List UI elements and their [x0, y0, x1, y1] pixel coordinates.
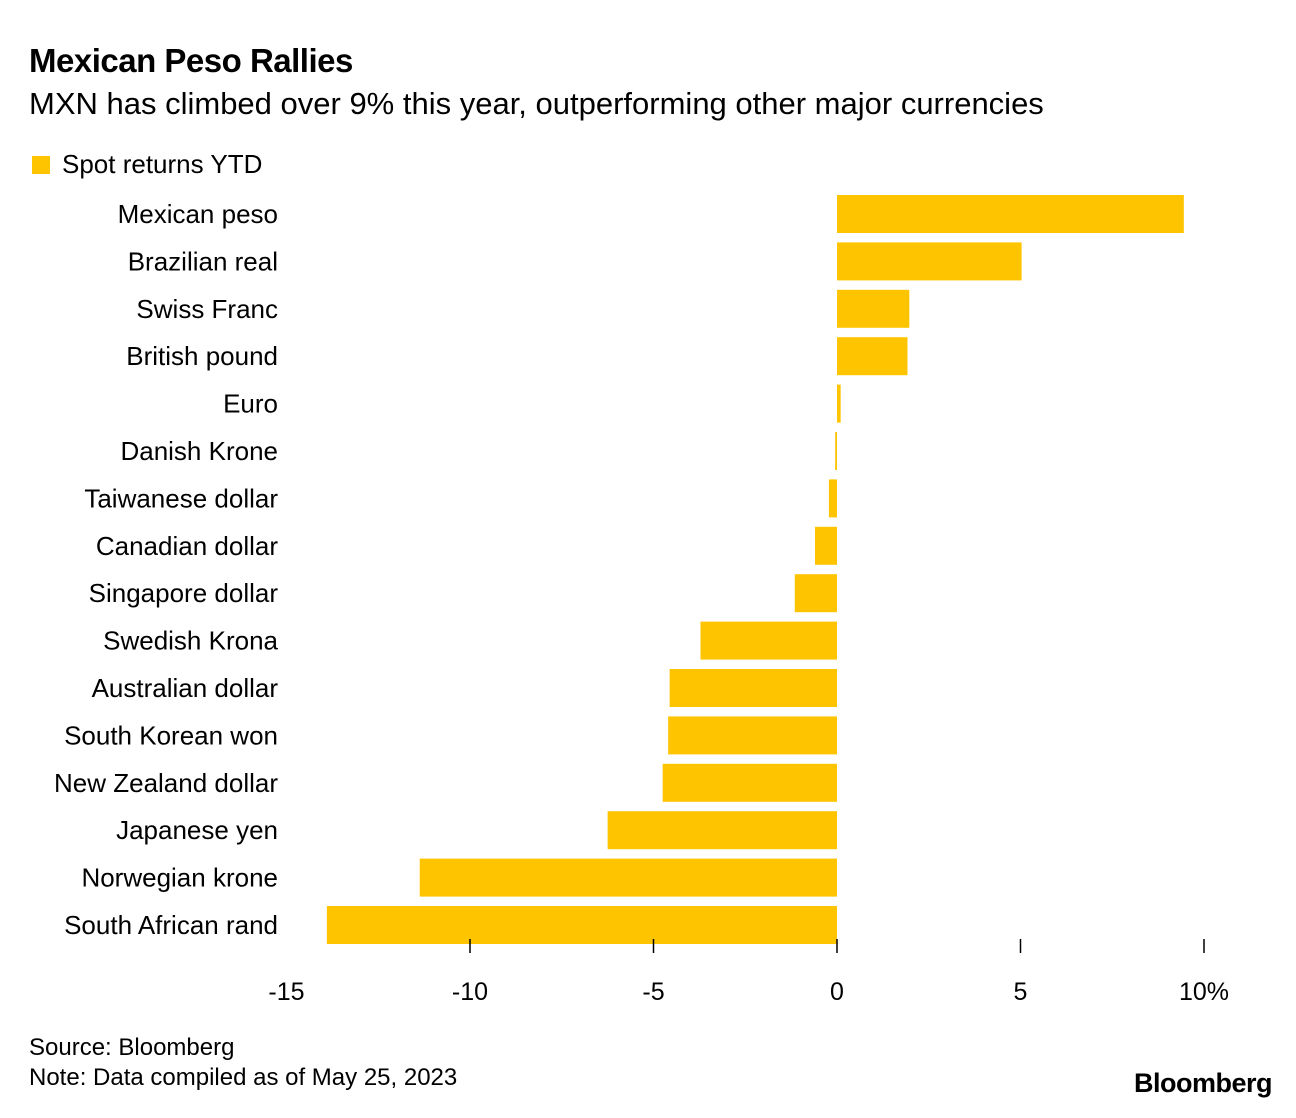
source-note: Source: Bloomberg	[29, 1034, 235, 1061]
category-label: British pound	[126, 341, 278, 371]
bar	[837, 289, 910, 328]
bar	[419, 858, 837, 897]
bar	[814, 526, 837, 565]
category-label: Swiss Franc	[136, 294, 278, 324]
data-note: Note: Data compiled as of May 25, 2023	[29, 1064, 458, 1091]
bar	[835, 432, 837, 470]
bar	[700, 621, 837, 660]
category-label: Mexican peso	[118, 199, 278, 229]
x-tick-label: 5	[1014, 978, 1028, 1006]
category-label: New Zealand dollar	[54, 768, 278, 798]
chart-subtitle: MXN has climbed over 9% this year, outpe…	[29, 86, 1044, 121]
category-label: Singapore dollar	[89, 578, 279, 608]
bar	[794, 574, 837, 613]
category-label: Norwegian krone	[81, 863, 278, 893]
bar	[837, 195, 1184, 233]
bar	[326, 906, 837, 944]
category-label: Danish Krone	[120, 436, 278, 466]
legend-label: Spot returns YTD	[62, 149, 263, 179]
category-label: South Korean won	[64, 720, 278, 750]
x-tick-label: 0	[830, 978, 844, 1006]
category-label: Euro	[223, 389, 278, 419]
bar	[837, 337, 908, 376]
x-tick-label: -5	[642, 978, 664, 1006]
bloomberg-logo: Bloomberg	[1133, 1068, 1273, 1098]
category-label: Japanese yen	[116, 815, 278, 845]
category-label: South African rand	[64, 910, 278, 940]
category-label: Taiwanese dollar	[84, 483, 278, 513]
legend-swatch	[32, 155, 50, 174]
x-tick-label: 10%	[1179, 978, 1229, 1006]
bar	[669, 669, 837, 707]
legend: Spot returns YTD	[32, 149, 262, 180]
x-tick-label: -10	[452, 978, 488, 1006]
category-label: Brazilian real	[128, 246, 278, 276]
chart-title: Mexican Peso Rallies	[29, 42, 353, 79]
x-tick-label: -15	[268, 978, 304, 1006]
category-label: Swedish Krona	[103, 626, 278, 656]
bar	[607, 811, 837, 850]
bar	[828, 479, 837, 518]
bar	[668, 716, 837, 755]
bar	[837, 242, 1022, 281]
bar	[662, 763, 837, 802]
bar	[837, 384, 841, 423]
category-label: Canadian dollar	[96, 531, 278, 561]
category-label: Australian dollar	[92, 673, 279, 703]
